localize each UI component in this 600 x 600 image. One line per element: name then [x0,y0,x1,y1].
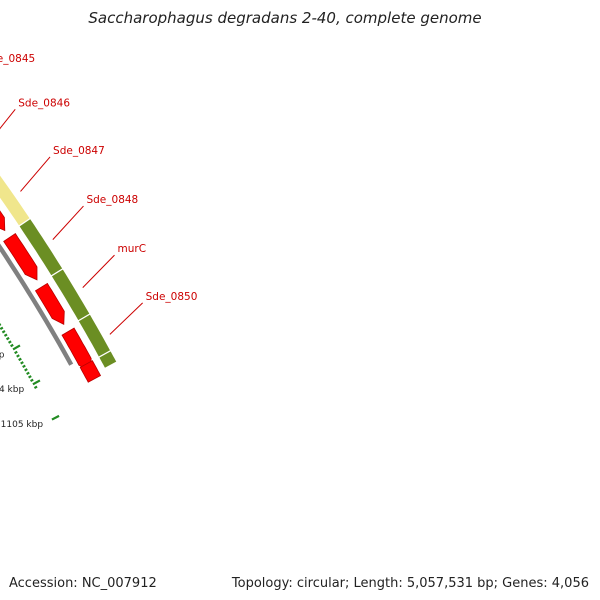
scale-minor-tick [28,375,32,379]
gene-label: Sde_0845 [0,53,35,65]
scale-minor-tick [22,364,26,369]
scale-minor-tick [3,333,8,337]
scale-label: 1103 kbp [0,351,5,361]
scale-minor-tick [0,323,2,326]
genome-summary: Topology: circular; Length: 5,057,531 bp… [231,576,589,591]
gene-leader-line [82,254,115,288]
scale-minor-tick [20,361,24,365]
gene-leader-line [52,205,84,240]
scale-minor-tick [10,343,14,348]
scale-minor-tick [5,336,10,341]
scale-major-tick [12,344,21,351]
gene-label-leaders: Sde_0843Sde_0844Sde_0845Sde_0846Sde_0847… [0,11,198,335]
gene-leader-line [20,156,51,192]
scale-minor-tick [24,368,28,372]
gene-label: Sde_0847 [53,145,105,157]
scale-label: 1104 kbp [0,385,24,395]
cds-feature-ring [0,210,102,383]
scale-major-tick [32,379,41,386]
scale-minor-tick [14,350,18,355]
scale-minor-tick [18,357,22,362]
scale-minor-tick [30,378,34,382]
gene-label: Sde_0846 [18,97,70,109]
scale-minor-tick [26,371,30,375]
scale-minor-tick [1,330,6,334]
gene-label: Sde_0848 [86,194,138,206]
cds-arrow [34,282,65,325]
gene-leader-line [0,108,16,130]
map-title: Saccharophagus degradans 2-40, complete … [88,9,481,27]
scale-major-tick [51,414,60,421]
scale-label: 1105 kbp [1,420,44,430]
kbp-scale: 1095 kbp1096 kbp1097 kbp1098 kbp1099 kbp… [0,323,60,430]
gene-label: murC [118,243,147,255]
scale-minor-tick [16,354,20,358]
gene-leader-line [109,302,143,335]
scale-minor-tick [0,326,4,331]
scale-minor-tick [8,340,12,344]
cds-arrow [79,360,102,383]
gene-category-ring [0,173,118,370]
genome-backbone-line [0,243,74,366]
scale-minor-tick [33,385,38,389]
gene-category-segment [97,349,118,370]
genome-backbone [0,243,74,366]
cds-arrow [0,210,6,232]
gene-label: Sde_0850 [146,291,198,303]
accession-label: Accession: NC_007912 [9,576,157,591]
cds-arrow [3,233,38,281]
